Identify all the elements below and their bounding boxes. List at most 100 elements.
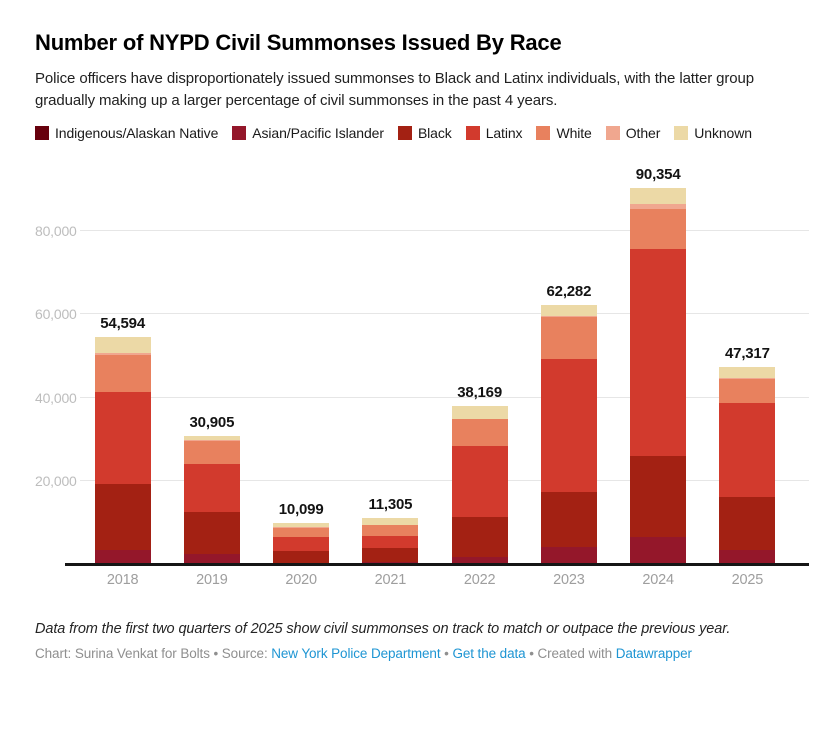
bar-segment-black xyxy=(630,455,687,538)
gridline-60000 xyxy=(80,313,809,315)
legend-swatch-icon xyxy=(674,125,689,140)
x-axis-label-2019: 2019 xyxy=(196,571,228,588)
datawrapper-link[interactable]: Datawrapper xyxy=(615,645,692,661)
legend-item-other: Other xyxy=(605,124,661,141)
bar-segment-unknown xyxy=(630,187,687,205)
page-title: Number of NYPD Civil Summonses Issued By… xyxy=(35,30,562,55)
bar-segment-asian-pacific-islander xyxy=(540,546,597,565)
bar-segment-latinx xyxy=(362,535,419,548)
bar-stack-2023 xyxy=(540,304,597,565)
y-axis-tick-label: 40,000 xyxy=(35,389,77,406)
legend-swatch-icon xyxy=(465,125,480,140)
legend-item-label: White xyxy=(556,124,592,141)
bar-stack-2021 xyxy=(362,517,419,565)
bar-segment-asian-pacific-islander xyxy=(719,549,776,565)
bar-segment-asian-pacific-islander xyxy=(630,537,687,565)
bar-segment-asian-pacific-islander xyxy=(183,554,240,565)
gridline-20000 xyxy=(80,480,809,482)
bar-segment-black xyxy=(719,497,776,550)
bar-2022: 38,169 xyxy=(435,165,524,565)
bar-segment-black xyxy=(183,512,240,555)
bar-segment-white xyxy=(719,378,776,403)
bar-segment-black xyxy=(451,517,508,557)
bar-segment-unknown xyxy=(451,405,508,419)
bar-2023: 62,282 xyxy=(524,165,613,565)
bar-segment-white xyxy=(630,209,687,250)
bars-container: 54,594 30,905 10,099 11,305 38,169 62,282 90,3… xyxy=(78,165,792,565)
legend-swatch-icon xyxy=(397,125,412,140)
bar-segment-latinx xyxy=(183,463,240,513)
bar-total-label: 62,282 xyxy=(546,282,592,300)
bar-2025: 47,317 xyxy=(703,165,792,565)
bar-segment-asian-pacific-islander xyxy=(451,556,508,565)
legend-swatch-icon xyxy=(35,125,49,140)
bar-segment-other xyxy=(540,315,597,317)
footnote: Data from the first two quarters of 2025… xyxy=(35,620,731,637)
created-with-text: • Created with xyxy=(525,645,616,661)
bar-segment-white xyxy=(540,316,597,359)
gridline-40000 xyxy=(80,396,809,398)
bar-stack-2025 xyxy=(719,367,776,565)
bar-segment-black xyxy=(540,492,597,547)
bar-stack-2024 xyxy=(630,187,687,565)
bar-segment-latinx xyxy=(94,392,151,484)
x-axis-labels: 2018 2019 2020 2021 2022 2023 2024 2025 xyxy=(35,572,809,590)
bar-segment-black xyxy=(94,483,151,551)
legend-item-label: Other xyxy=(625,124,661,141)
legend-item-label: Latinx xyxy=(485,124,523,141)
legend-item-latinx: Latinx xyxy=(465,124,523,141)
bar-segment-latinx xyxy=(540,358,597,493)
bar-segment-latinx xyxy=(719,402,776,498)
legend-item-label: Unknown xyxy=(694,124,752,141)
x-axis-label-2021: 2021 xyxy=(374,571,407,588)
bar-total-label: 38,169 xyxy=(457,383,502,401)
bar-segment-white xyxy=(451,419,508,447)
y-axis-tick-label: 60,000 xyxy=(35,306,77,323)
x-axis-label-2023: 2023 xyxy=(553,571,585,588)
x-axis-label-2024: 2024 xyxy=(642,571,674,588)
bar-segment-white xyxy=(362,524,419,536)
x-axis-label-2020: 2020 xyxy=(285,571,317,588)
bar-segment-unknown xyxy=(183,435,240,441)
bar-segment-black xyxy=(362,547,419,562)
chart-subtitle: Police officers have disproportionately … xyxy=(35,70,755,109)
x-axis-line xyxy=(65,562,809,566)
legend-item-label: Indigenous/Alaskan Native xyxy=(55,124,219,141)
bar-segment-asian-pacific-islander xyxy=(94,550,151,565)
legend-swatch-icon xyxy=(232,125,247,140)
legend-item-black: Black xyxy=(397,124,452,141)
legend-item-label: Black xyxy=(417,124,452,141)
bar-stack-2019 xyxy=(183,435,240,565)
y-axis-tick-label: 80,000 xyxy=(35,222,77,239)
bar-total-label: 30,905 xyxy=(189,413,235,431)
bar-stack-2020 xyxy=(273,522,330,565)
bar-2018: 54,594 xyxy=(78,165,167,565)
source-link[interactable]: New York Police Department xyxy=(271,645,441,661)
bar-stack-2018 xyxy=(94,336,151,565)
bar-segment-white xyxy=(183,440,240,464)
credit-separator: • xyxy=(440,645,453,661)
bar-total-label: 90,354 xyxy=(635,165,681,183)
bar-2020: 10,099 xyxy=(257,165,346,565)
legend-swatch-icon xyxy=(605,125,620,140)
credit-line: Chart: Surina Venkat for Bolts • Source:… xyxy=(35,646,784,661)
legend-item-unknown: Unknown xyxy=(674,125,752,141)
bar-total-label: 11,305 xyxy=(368,495,413,513)
bar-segment-latinx xyxy=(273,537,330,552)
bar-segment-latinx xyxy=(630,249,687,456)
credit-prefix: Chart: Surina Venkat for Bolts • Source: xyxy=(35,645,272,661)
get-the-data-link[interactable]: Get the data xyxy=(452,645,526,661)
bar-segment-other xyxy=(94,352,151,355)
bar-2021: 11,305 xyxy=(346,165,435,565)
bar-segment-unknown xyxy=(273,522,330,528)
x-axis-label-2025: 2025 xyxy=(731,571,764,588)
bar-total-label: 10,099 xyxy=(278,500,324,518)
bar-segment-unknown xyxy=(540,304,597,316)
bar-segment-black xyxy=(273,551,330,564)
bar-segment-other xyxy=(183,440,240,441)
legend-item-asian-pacific-islander: Asian/Pacific Islander xyxy=(232,125,384,141)
bar-2024: 90,354 xyxy=(614,165,703,565)
legend-item-label: Asian/Pacific Islander xyxy=(252,124,384,141)
chart-legend: Indigenous/Alaskan Native Asian/Pacific I… xyxy=(35,125,784,141)
